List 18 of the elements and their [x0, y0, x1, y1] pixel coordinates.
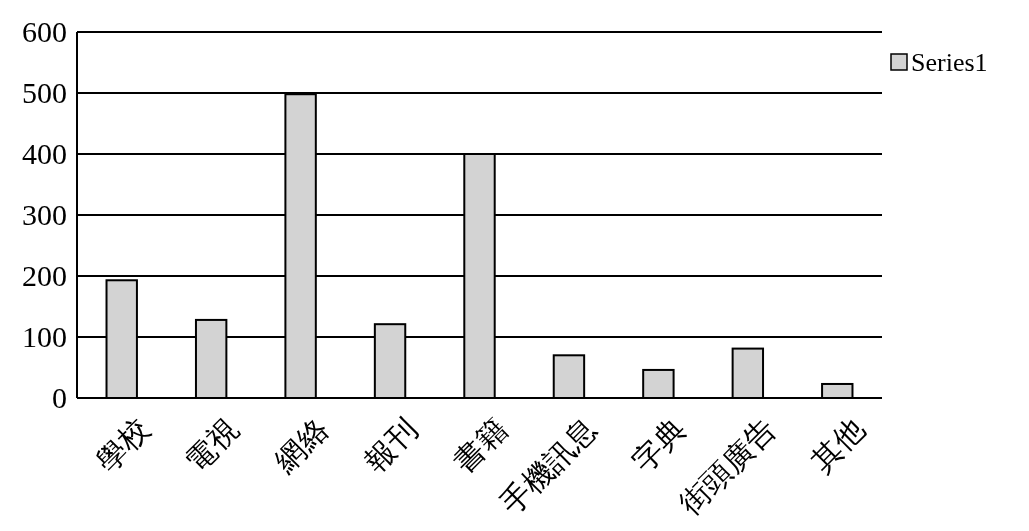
- x-tick-label: 學校: [89, 412, 156, 478]
- y-tick-label: 400: [22, 137, 67, 170]
- y-tick-label: 200: [22, 259, 67, 292]
- legend-label: Series1: [911, 48, 988, 77]
- y-tick-label: 600: [22, 15, 67, 48]
- y-tick-label: 100: [22, 320, 67, 353]
- x-tick-label: 電視: [178, 412, 245, 478]
- y-tick-label: 0: [52, 381, 67, 414]
- bar: [731, 347, 765, 399]
- y-tick-label: 500: [22, 76, 67, 109]
- x-tick-label: 其他: [805, 412, 871, 478]
- bar: [642, 368, 675, 399]
- x-tick-label: 報刊: [357, 412, 424, 478]
- y-tick-label: 300: [22, 198, 67, 231]
- x-tick-label: 書籍: [447, 412, 514, 478]
- x-tick-label: 字典: [626, 412, 692, 478]
- bar: [552, 354, 586, 399]
- x-tick-label: 網絡: [267, 412, 335, 479]
